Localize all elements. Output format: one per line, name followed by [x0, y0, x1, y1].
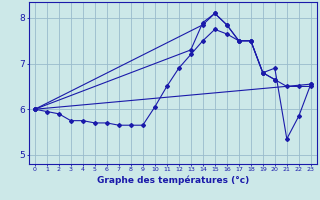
- X-axis label: Graphe des températures (°c): Graphe des températures (°c): [97, 175, 249, 185]
